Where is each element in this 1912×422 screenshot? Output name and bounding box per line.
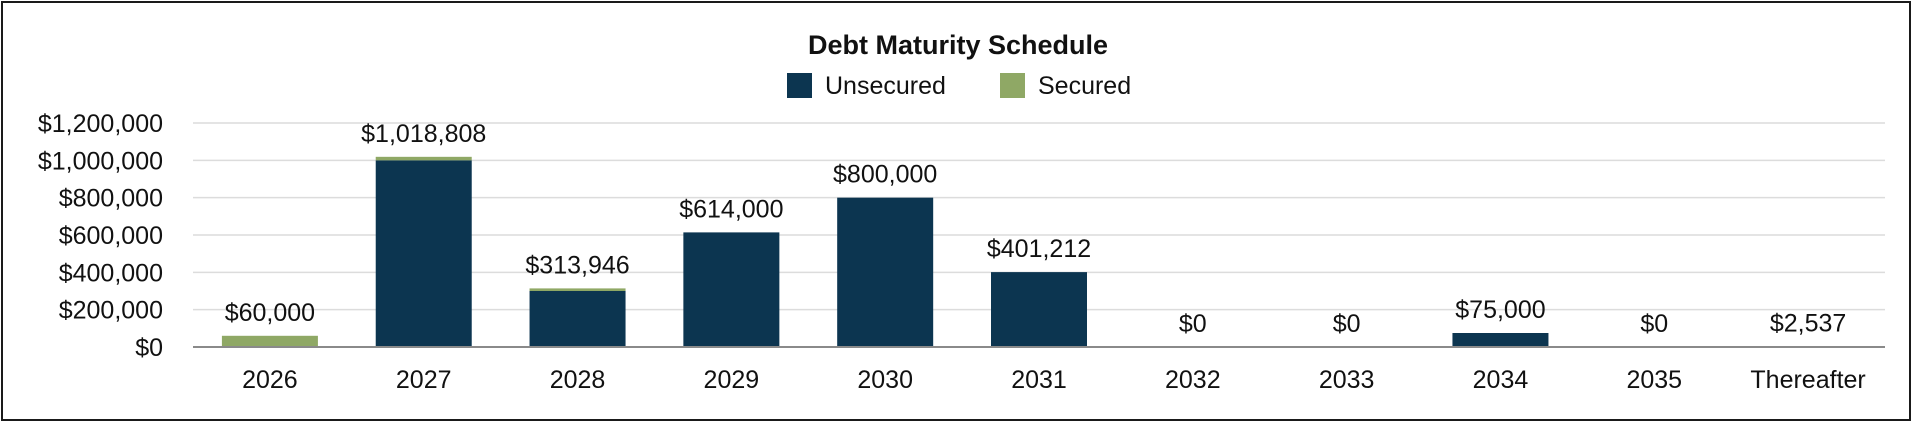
data-label: $0 <box>1333 310 1361 338</box>
y-tick-label: $1,000,000 <box>38 147 163 175</box>
x-tick-label: 2027 <box>396 366 452 394</box>
data-label: $2,537 <box>1770 310 1846 338</box>
bar-unsecured-2029 <box>683 232 780 347</box>
chart-title: Debt Maturity Schedule <box>808 30 1108 60</box>
bar-unsecured-2028 <box>529 291 626 347</box>
bar-secured-2028 <box>529 288 626 291</box>
x-tick-label: 2028 <box>550 366 606 394</box>
y-tick-label: $1,200,000 <box>38 110 163 138</box>
y-tick-label: $200,000 <box>59 297 163 325</box>
x-tick-label: 2033 <box>1319 366 1375 394</box>
data-label: $0 <box>1179 310 1207 338</box>
y-tick-label: $800,000 <box>59 185 163 213</box>
debt-maturity-chart: Debt Maturity Schedule Unsecured Secured … <box>38 30 1885 394</box>
data-label: $401,212 <box>987 235 1091 263</box>
x-tick-label: 2029 <box>704 366 760 394</box>
legend-label-unsecured: Unsecured <box>825 72 946 100</box>
data-label: $60,000 <box>225 299 315 327</box>
bar-secured-2026 <box>221 335 318 347</box>
bar-unsecured-2031 <box>991 272 1087 347</box>
x-tick-label: Thereafter <box>1750 366 1865 394</box>
gridlines <box>193 122 1885 311</box>
chart-legend: Unsecured Secured <box>787 72 1131 100</box>
x-axis: 2026 2027 2028 2029 2030 2031 2032 2033 2034 2035… <box>193 346 1885 394</box>
legend-label-secured: Secured <box>1038 72 1131 100</box>
data-labels: $60,000 $1,018,808 $313,946 $614,000 $800,00… <box>225 120 1847 338</box>
y-axis: $0 $200,000 $400,000 $600,000 $800,000 $1,000… <box>38 110 163 362</box>
x-tick-label: 2035 <box>1626 366 1682 394</box>
y-tick-label: $600,000 <box>59 222 163 250</box>
y-tick-label: $400,000 <box>59 259 163 287</box>
data-label: $313,946 <box>525 251 629 279</box>
x-tick-label: 2026 <box>242 366 298 394</box>
x-tick-label: 2032 <box>1165 366 1221 394</box>
y-tick-label: $0 <box>135 334 163 362</box>
data-label: $1,018,808 <box>361 120 486 148</box>
bar-unsecured-2030 <box>837 197 934 347</box>
data-label: $800,000 <box>833 161 937 189</box>
data-label: $0 <box>1640 310 1668 338</box>
x-tick-label: 2030 <box>857 366 913 394</box>
x-tick-label: 2034 <box>1473 366 1529 394</box>
data-label: $614,000 <box>679 195 783 223</box>
data-label: $75,000 <box>1455 296 1545 324</box>
legend-swatch-secured <box>1000 73 1025 98</box>
legend-swatch-unsecured <box>787 73 812 98</box>
x-tick-label: 2031 <box>1011 366 1067 394</box>
bar-secured-2027 <box>375 156 472 161</box>
bars <box>221 156 1857 348</box>
bar-unsecured-2027 <box>375 160 472 347</box>
bar-unsecured-2034 <box>1452 333 1549 347</box>
